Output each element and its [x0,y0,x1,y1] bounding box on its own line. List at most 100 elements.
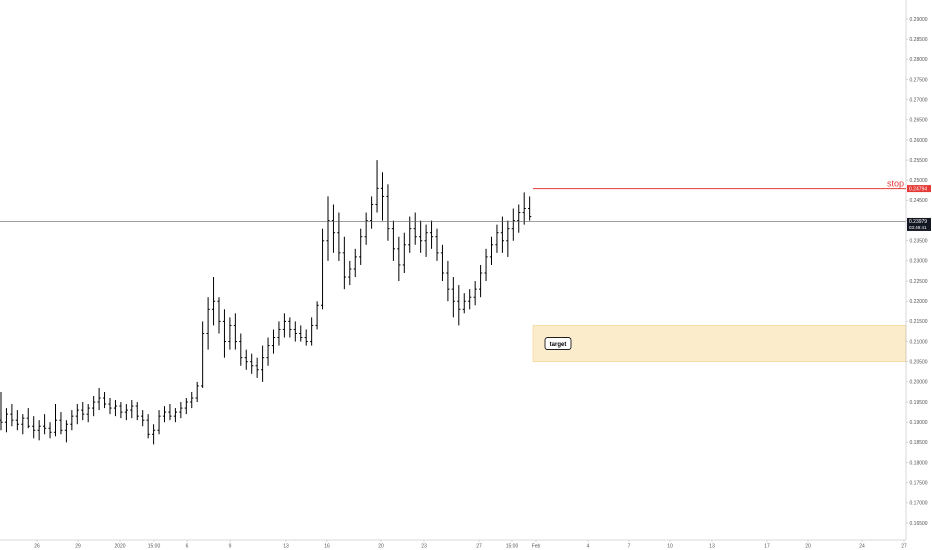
ohlc-bar [282,313,286,338]
target-zone-rect [532,325,907,363]
ohlc-bar [70,410,74,431]
target-label: target [550,342,567,348]
x-tick-label: 29 [75,544,81,550]
y-tick-label: 0.25000 [910,178,928,184]
ohlc-bar [168,404,172,421]
y-tick-label: 0.25500 [910,158,928,164]
price-lines [0,188,906,222]
ohlc-bar [15,410,19,431]
ohlc-bar [337,212,341,261]
ohlc-bar [310,317,314,346]
ohlc-bar [429,220,434,249]
last-price-badge-text: 0.23979 [909,219,927,225]
ohlc-bar [255,357,259,378]
y-tick-label: 0.20500 [910,360,928,366]
ohlc-bar [152,424,156,445]
ohlc-bar [468,289,472,310]
ohlc-bar [32,416,36,439]
ohlc-bar [4,408,9,433]
y-tick-label: 0.22000 [910,299,928,305]
ohlc-bar [315,301,319,330]
x-tick-label: 13 [709,544,715,550]
ohlc-bar [435,228,439,261]
ohlc-bar [130,400,134,419]
x-tick-label: 9 [229,544,232,550]
y-tick-label: 0.24500 [910,198,928,204]
ohlc-bar [113,400,118,417]
ohlc-bar [173,408,177,423]
ohlc-bar [299,325,303,342]
ohlc-bar [271,329,276,354]
target-zone: target [532,325,907,363]
x-tick-label: 13 [283,544,289,550]
ohlc-bar [304,329,308,346]
ohlc-bar [157,410,161,435]
x-tick-label: 23 [421,544,427,550]
ohlc-bar [211,277,216,326]
ohlc-bar [250,353,254,374]
ohlc-bar [353,248,357,278]
ohlc-bar [53,404,58,437]
x-tick-label: Feb [532,544,541,550]
y-tick-label: 0.16500 [910,521,928,527]
ohlc-bar [37,420,41,441]
ohlc-bar [348,260,352,286]
ohlc-bar [473,281,477,306]
ohlc-bar [222,309,227,358]
ohlc-bar [380,172,385,221]
ohlc-bar [364,212,368,245]
ohlc-bar [446,260,450,302]
ohlc-bar [511,208,515,241]
ohlc-bar [293,321,297,342]
ohlc-bar [97,387,101,411]
x-tick-label: 27 [901,544,907,550]
y-tick-label: 0.26000 [910,138,928,144]
ohlc-bar [141,410,145,427]
ohlc-bar [320,228,325,310]
x-tick-label: 2020 [114,544,125,550]
ohlc-bar [266,337,270,366]
ohlc-bar [179,402,183,419]
stop-label: stop [887,179,904,189]
y-tick-label: 0.28500 [910,37,928,43]
ohlc-bar [233,313,237,350]
ohlc-bar [43,414,47,435]
ohlc-bar [484,248,488,282]
y-tick-label: 0.29000 [910,17,928,23]
ohlc-bar [386,184,390,241]
ohlc-bar [326,196,330,261]
ohlc-bar [479,264,483,298]
ohlc-bar [342,236,346,290]
ohlc-bar [81,402,85,421]
ohlc-bar [217,297,221,334]
target-label-box [544,337,572,350]
ohlc-bar [244,349,248,370]
last-price-badge [907,217,931,231]
y-tick-label: 0.21500 [910,319,928,325]
y-tick-label: 0.23500 [910,239,928,245]
x-tick-label: 24 [859,544,865,550]
y-tick-label: 0.19000 [910,420,928,426]
ohlc-bar [370,196,374,229]
ohlc-bar [397,236,401,282]
ohlc-bar [288,317,292,338]
y-tick-label: 0.27500 [910,77,928,83]
stop-price-badge [907,185,931,193]
x-tick-label: 10 [667,544,673,550]
ohlc-bar [391,220,395,261]
ohlc-bar [506,220,510,257]
ohlc-bar [413,212,417,245]
ohlc-bar [451,277,455,318]
ohlc-bar [0,391,3,431]
y-tick-label: 0.23000 [910,259,928,265]
ohlc-bar [462,293,466,314]
x-axis-ticks: 26 29 2020 15:00 6 9 13 16 20 23 27 15:00 Feb 4 7 10 13 1… [34,540,907,550]
x-tick-label: 15:00 [506,544,519,550]
ohlc-bar [331,204,336,253]
x-tick-label: 20 [805,544,811,550]
ohlc-bar [375,160,379,213]
y-tick-label: 0.26500 [910,118,928,124]
ohlc-bar [108,398,112,415]
